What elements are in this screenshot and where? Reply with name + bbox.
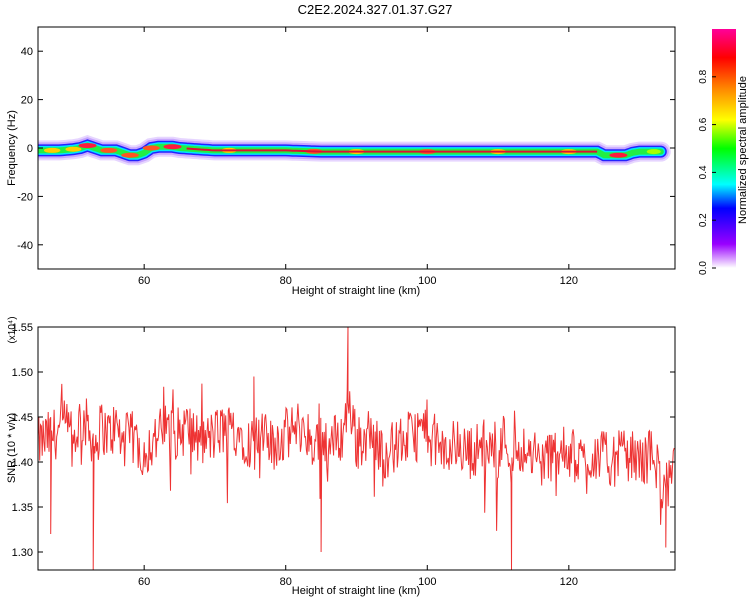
colorbar-label: Normalized spectral amplitude	[737, 76, 749, 224]
height-axis-top: 60 80 100 120	[138, 27, 578, 287]
spectral-band	[38, 135, 671, 166]
band-peak	[65, 146, 82, 152]
height-tick-label: 80	[280, 576, 292, 588]
frequency-axis: -40 -20 0 20 40	[17, 46, 675, 252]
band-peak	[43, 147, 61, 153]
snr-scale-label: (x10⁴)	[7, 316, 18, 343]
chart-title: C2E2.2024.327.01.37.G27	[297, 2, 453, 17]
colorbar-tick-label: 0.6	[698, 117, 709, 131]
band-peak	[78, 143, 97, 149]
height-tick-label: 120	[560, 275, 578, 287]
freq-tick-label: -20	[17, 191, 33, 203]
snr-frame	[37, 326, 676, 571]
colorbar-tick-label: 0.4	[698, 165, 709, 179]
colorbar-tick-label: 0.2	[698, 213, 709, 227]
band-peak	[646, 149, 661, 155]
height-axis-bottom: 60 80 100 120	[138, 327, 578, 588]
colorbar: 0.0 0.2 0.4 0.6 0.8 Normalized spectral ampl…	[698, 29, 749, 275]
colorbar-ticks: 0.0 0.2 0.4 0.6 0.8	[698, 69, 716, 275]
spectrogram-panel: -40 -20 0 20 40 60 80 100 120 Height of straigh…	[6, 26, 676, 297]
colorbar-gradient	[712, 29, 736, 268]
height-tick-label: 100	[418, 275, 436, 287]
snr-series	[38, 327, 675, 570]
snr-xlabel: Height of straight line (km)	[292, 585, 420, 597]
snr-axis: 1.30 1.35 1.40 1.45 1.50 1.55	[12, 322, 675, 559]
freq-tick-label: 20	[21, 95, 33, 107]
snr-tick-label: 1.40	[12, 457, 33, 469]
freq-tick-label: 0	[27, 143, 33, 155]
band-peak	[100, 147, 118, 153]
colorbar-tick-label: 0.8	[698, 69, 709, 83]
colorbar-tick-label: 0.0	[698, 261, 709, 275]
height-tick-label: 60	[138, 576, 150, 588]
band-peak	[121, 152, 139, 158]
height-tick-label: 100	[418, 576, 436, 588]
height-tick-label: 120	[560, 576, 578, 588]
snr-tick-label: 1.45	[12, 412, 33, 424]
spectrogram-xlabel: Height of straight line (km)	[292, 285, 420, 297]
freq-tick-label: 40	[21, 46, 33, 58]
band-peak	[163, 144, 182, 150]
snr-ylabel: SNR (10 * v/v)	[6, 413, 18, 483]
snr-tick-label: 1.30	[12, 547, 33, 559]
snr-tick-label: 1.50	[12, 367, 33, 379]
freq-tick-label: -40	[17, 240, 33, 252]
snr-line	[38, 327, 675, 570]
band-peak	[609, 152, 628, 158]
spectrogram-ylabel: Frequency (Hz)	[6, 110, 18, 186]
height-tick-label: 80	[280, 275, 292, 287]
band-peak	[142, 145, 160, 151]
snr-panel: 1.30 1.35 1.40 1.45 1.50 1.55 60 80 100 120 Heig…	[6, 316, 676, 597]
height-tick-label: 60	[138, 275, 150, 287]
snr-tick-label: 1.55	[12, 322, 33, 334]
band-ridge	[186, 147, 598, 153]
snr-tick-label: 1.35	[12, 502, 33, 514]
